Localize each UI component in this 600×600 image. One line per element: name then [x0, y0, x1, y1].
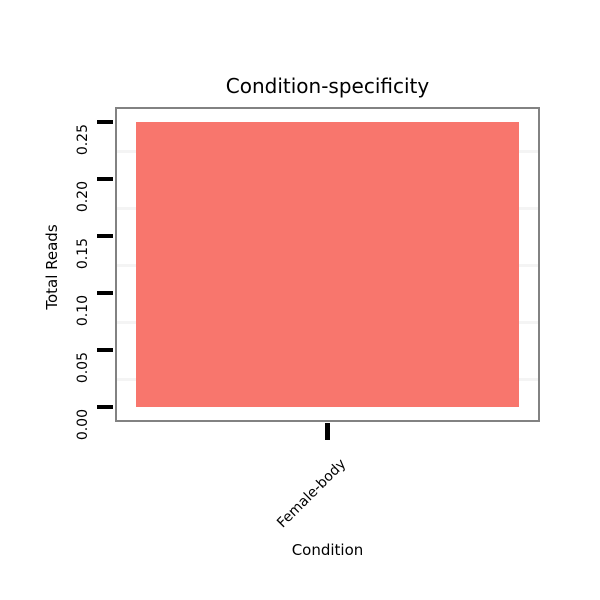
y-tick-mark — [97, 120, 113, 124]
chart-title: Condition-specificity — [225, 74, 430, 98]
y-tick-mark — [97, 405, 113, 409]
y-tick-label: 0.00 — [75, 409, 91, 441]
y-tick-label: 0.10 — [75, 295, 91, 327]
y-tick-mark — [97, 177, 113, 181]
y-tick-mark — [97, 291, 113, 295]
plot-panel — [115, 107, 540, 422]
y-tick-mark — [97, 348, 113, 352]
x-tick-mark — [325, 423, 330, 440]
y-tick-label: 0.20 — [75, 181, 91, 213]
y-axis-title: Total Reads — [43, 224, 61, 310]
x-category-label: Female-body — [274, 456, 350, 532]
y-tick-label: 0.15 — [75, 238, 91, 270]
y-tick-label: 0.05 — [75, 352, 91, 384]
y-tick-mark — [97, 234, 113, 238]
bar — [136, 122, 519, 407]
y-tick-label: 0.25 — [75, 124, 91, 156]
x-axis-title: Condition — [291, 541, 364, 559]
